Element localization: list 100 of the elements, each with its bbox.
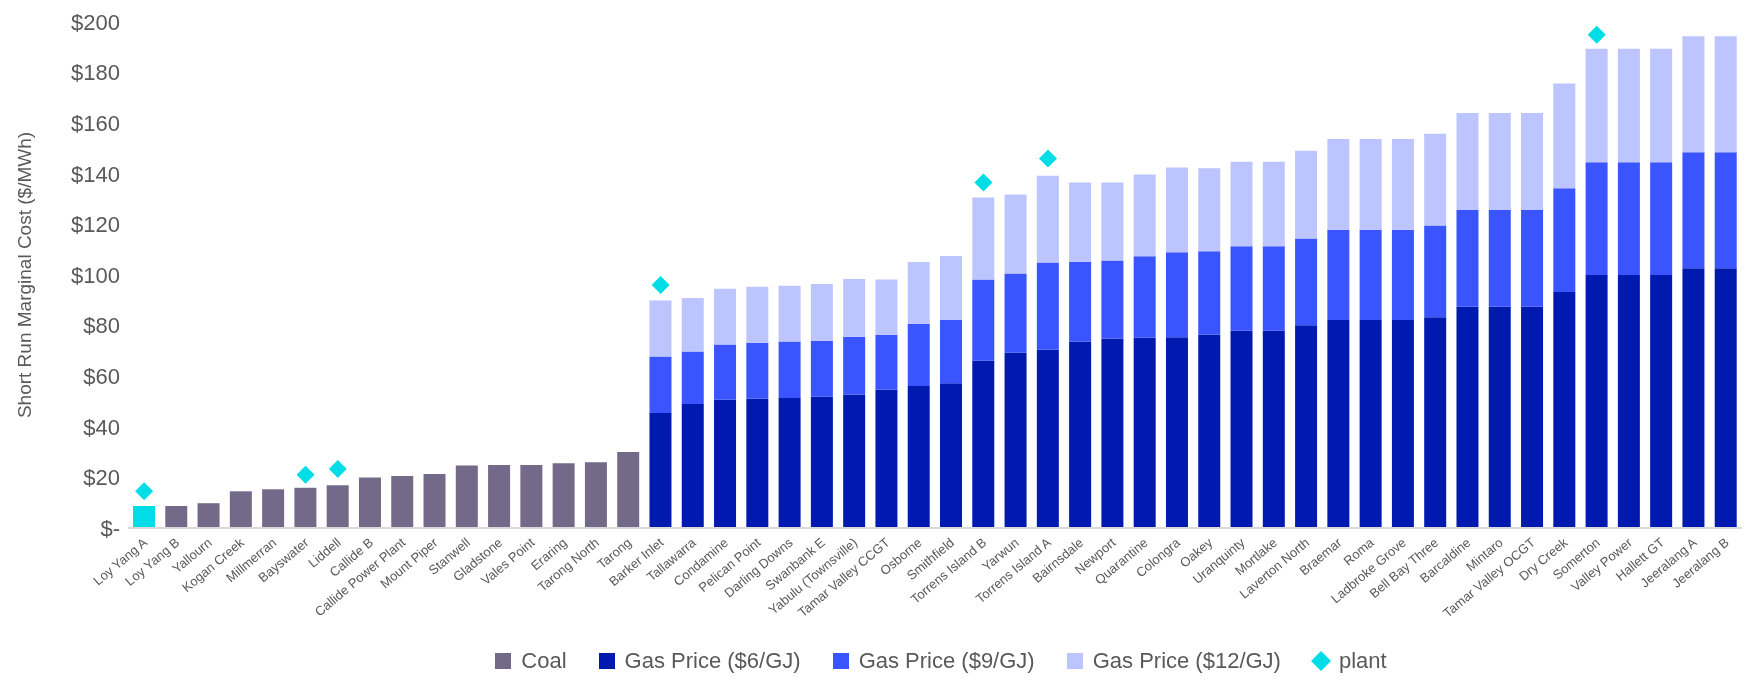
bar [617, 452, 640, 528]
bar [778, 397, 801, 528]
bar [972, 197, 995, 280]
bar [1101, 182, 1124, 261]
bar [262, 489, 285, 528]
y-tick-label: $20 [83, 465, 120, 491]
bar [1521, 113, 1544, 210]
bar [455, 465, 478, 528]
bar [1262, 246, 1285, 331]
y-tick-label: $40 [83, 414, 120, 440]
bar [1456, 209, 1479, 307]
bar [940, 383, 962, 528]
bar [1553, 188, 1576, 292]
bar [1262, 161, 1285, 247]
bar [907, 323, 930, 387]
bar [1004, 352, 1027, 528]
bar [229, 491, 252, 528]
bar [294, 487, 317, 528]
bar [1036, 262, 1059, 350]
legend-label: Coal [521, 648, 567, 674]
y-tick-label: $120 [71, 212, 120, 238]
bar [843, 336, 866, 395]
bar [1553, 291, 1576, 528]
bar [1714, 36, 1737, 153]
bar [1069, 182, 1092, 262]
bar [1521, 209, 1544, 307]
bar [197, 503, 220, 528]
bar [1165, 167, 1188, 253]
bar [1036, 349, 1059, 528]
bar [1295, 325, 1318, 528]
point [651, 276, 670, 295]
bar [1359, 138, 1382, 230]
bar [326, 485, 349, 528]
bar [1456, 113, 1479, 210]
bar [778, 285, 801, 342]
legend-label: Gas Price ($6/GJ) [624, 648, 801, 674]
bar [972, 360, 995, 528]
bar [1198, 168, 1221, 252]
bar [1230, 330, 1253, 528]
bar [1650, 48, 1673, 163]
bar [746, 398, 769, 528]
bar [843, 394, 866, 528]
bar [1230, 246, 1253, 331]
y-tick-label: $180 [71, 60, 120, 86]
bar [1553, 83, 1576, 189]
bar [907, 386, 930, 528]
bar [1488, 113, 1511, 210]
bar [358, 477, 381, 528]
bar [133, 505, 155, 528]
bar [552, 463, 575, 528]
bar [1682, 268, 1705, 528]
bar [1327, 138, 1350, 230]
y-tick-label: $60 [83, 364, 120, 390]
bar [1359, 320, 1382, 528]
bar [1682, 152, 1705, 269]
bar [1069, 261, 1092, 342]
bar [165, 505, 188, 528]
y-tick-label: $140 [71, 161, 120, 187]
bar [843, 279, 866, 337]
legend-label: plant [1338, 648, 1387, 674]
bar [1295, 238, 1318, 326]
bar [1650, 162, 1673, 275]
bar [778, 341, 801, 398]
bar [1198, 251, 1221, 335]
bar [649, 300, 672, 357]
bar [875, 389, 898, 528]
point [1587, 25, 1606, 44]
bar [1133, 337, 1156, 528]
bar [940, 320, 962, 384]
bar [1617, 275, 1640, 528]
y-tick-label: $200 [71, 9, 120, 35]
point [328, 460, 347, 479]
bar [1488, 306, 1511, 528]
bar [1165, 252, 1188, 338]
y-axis-title: Short Run Marginal Cost ($/MWh) [13, 131, 35, 419]
bar [1424, 225, 1447, 318]
bar [649, 412, 672, 528]
bar [1585, 275, 1608, 528]
bar [1617, 162, 1640, 275]
bar [1327, 320, 1350, 528]
bar [681, 298, 704, 352]
bar [1069, 341, 1092, 528]
bar [1488, 209, 1511, 307]
point [974, 173, 993, 192]
bar [1391, 229, 1414, 321]
bar [714, 399, 737, 528]
bar [972, 279, 995, 361]
bar [1521, 306, 1544, 528]
point [135, 482, 154, 501]
legend-label: Gas Price ($12/GJ) [1092, 648, 1281, 674]
legend-label: Gas Price ($9/GJ) [858, 648, 1035, 674]
bar [714, 344, 737, 400]
bar [1004, 194, 1027, 274]
bar [1391, 320, 1414, 528]
bar [1198, 334, 1221, 528]
bar [1650, 275, 1673, 528]
bar [584, 462, 607, 528]
bar [1230, 161, 1253, 247]
bar [1101, 260, 1124, 339]
bar [1714, 268, 1737, 528]
